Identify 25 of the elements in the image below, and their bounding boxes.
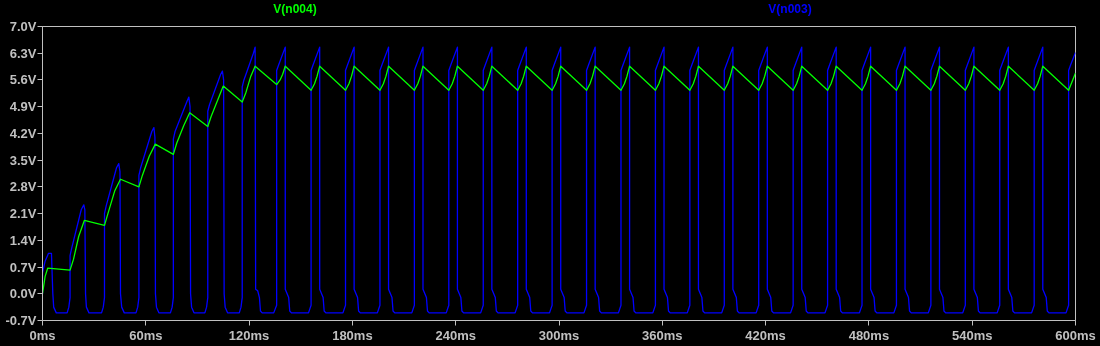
y-tick-label: 2.8V bbox=[9, 179, 37, 195]
text: V(n003) bbox=[768, 1, 812, 18]
y-tick-label: 2.1V bbox=[9, 206, 37, 222]
x-tick-label: 540ms bbox=[951, 327, 993, 343]
x-tick-label: 240ms bbox=[435, 327, 476, 343]
x-tick-label: 600ms bbox=[1055, 327, 1096, 343]
x-tick-label: 360ms bbox=[642, 327, 683, 343]
x-tick-label: 180ms bbox=[332, 327, 373, 343]
y-tick-label: 5.6V bbox=[9, 72, 37, 88]
y-tick-label: -0.7V bbox=[5, 313, 37, 328]
y-tick-label: 1.4V bbox=[9, 232, 37, 248]
y-tick-label: 0.7V bbox=[9, 259, 37, 275]
x-tick-label: 120ms bbox=[228, 327, 270, 343]
y-tick-label: 6.3V bbox=[9, 45, 37, 61]
x-tick-label: 300ms bbox=[538, 327, 580, 343]
x-tick-label: 420ms bbox=[745, 327, 786, 343]
x-tick-label: 480ms bbox=[848, 327, 890, 343]
y-tick-label: 4.9V bbox=[9, 99, 37, 115]
text: V(n004) bbox=[273, 1, 317, 18]
x-tick-label: 0ms bbox=[29, 327, 56, 343]
y-tick-label: 7.0V bbox=[9, 19, 37, 34]
y-tick-label: 3.5V bbox=[9, 152, 37, 168]
y-tick-label: 0.0V bbox=[9, 286, 37, 302]
y-tick-label: 4.2V bbox=[9, 125, 37, 141]
x-tick-label: 60ms bbox=[129, 327, 163, 343]
